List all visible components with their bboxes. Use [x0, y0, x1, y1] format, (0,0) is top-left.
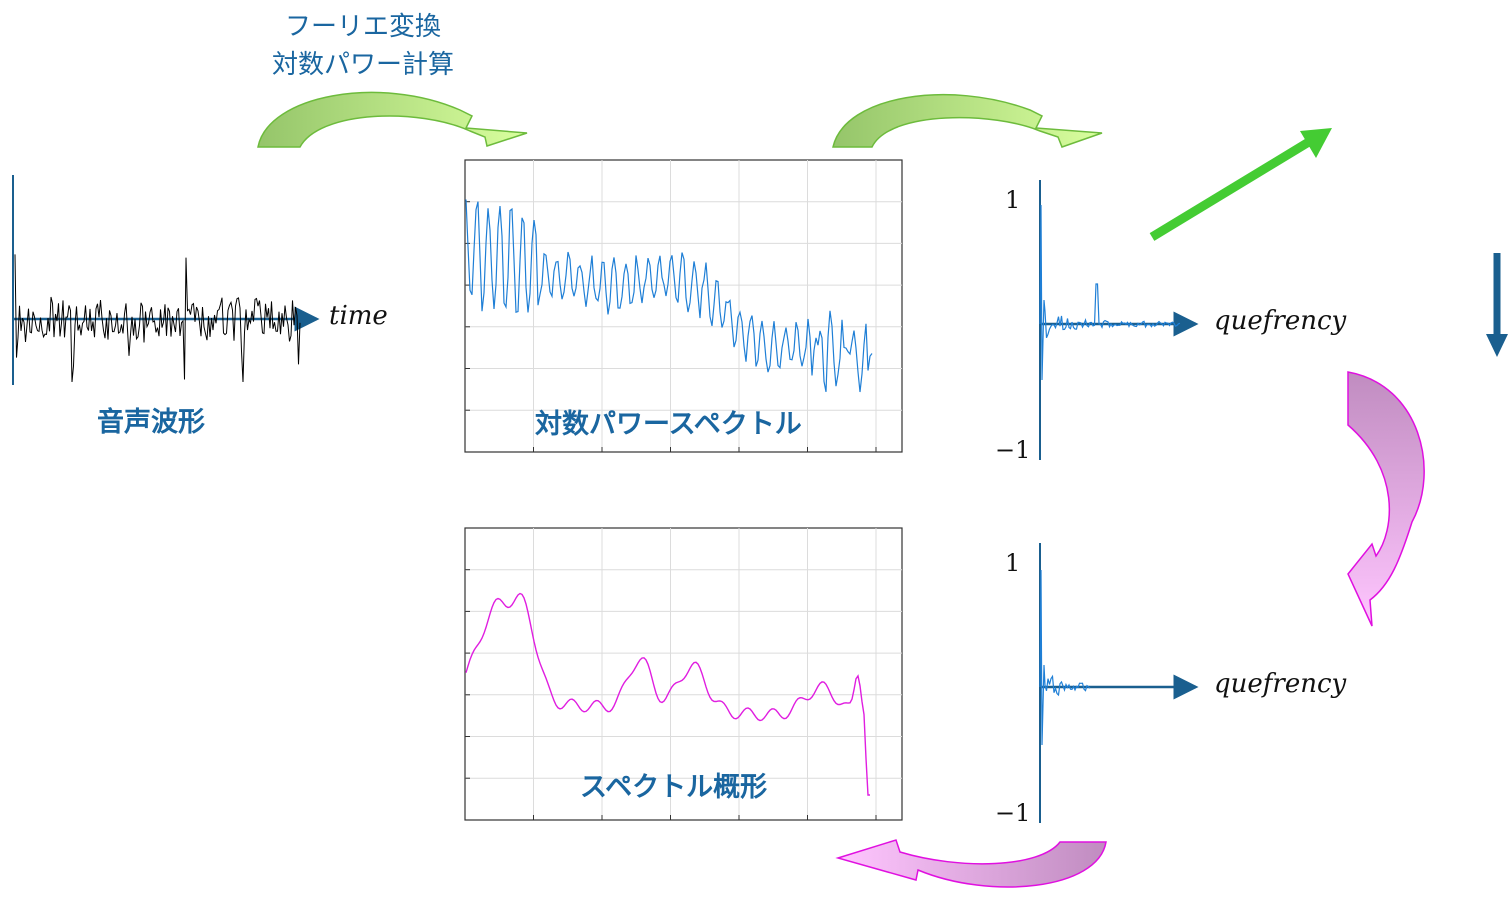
cepstrum-bottom-tick-minus1: −1 [995, 799, 1031, 827]
curved-arrow-ifft-icon [832, 94, 1103, 148]
cepstrum-bottom-line [1039, 569, 1091, 746]
straight-arrow-green-icon [1149, 128, 1332, 241]
fft-step-label: フーリエ変換 対数パワー計算 [272, 8, 454, 84]
cepstrum-top-axis-label: quefrency [1214, 306, 1347, 336]
down-arrow-blue-icon [1486, 253, 1508, 357]
cepstrum-top-tick-minus1: −1 [995, 436, 1031, 464]
fft-step-line2: 対数パワー計算 [272, 50, 455, 80]
curved-arrow-liftering-icon [1347, 371, 1425, 627]
log-power-spectrum-line [465, 199, 873, 393]
waveform-line [14, 254, 301, 383]
spectral-envelope-panel [464, 527, 903, 821]
cepstrum-top-line [1039, 204, 1181, 381]
waveform-axis-label: time [329, 301, 388, 331]
curved-arrow-fft-back-icon [835, 839, 1107, 888]
cepstrum-top-tick-1: 1 [1005, 186, 1021, 214]
cepstrum-bottom-plot [1039, 543, 1199, 823]
cepstrum-bottom-tick-1: 1 [1005, 549, 1021, 577]
waveform-label: 音声波形 [97, 407, 205, 438]
log-power-spectrum-panel [464, 159, 903, 453]
cepstrum-bottom-axis-label: quefrency [1214, 669, 1347, 699]
spectral-envelope-label: スペクトル概形 [580, 772, 768, 803]
fft-step-line1: フーリエ変換 [285, 12, 442, 42]
log-power-spectrum-label: 対数パワースペクトル [535, 409, 802, 440]
cepstrum-top-plot [1039, 180, 1199, 460]
spectral-envelope-line [465, 592, 870, 796]
curved-arrow-fft-icon [257, 91, 528, 148]
